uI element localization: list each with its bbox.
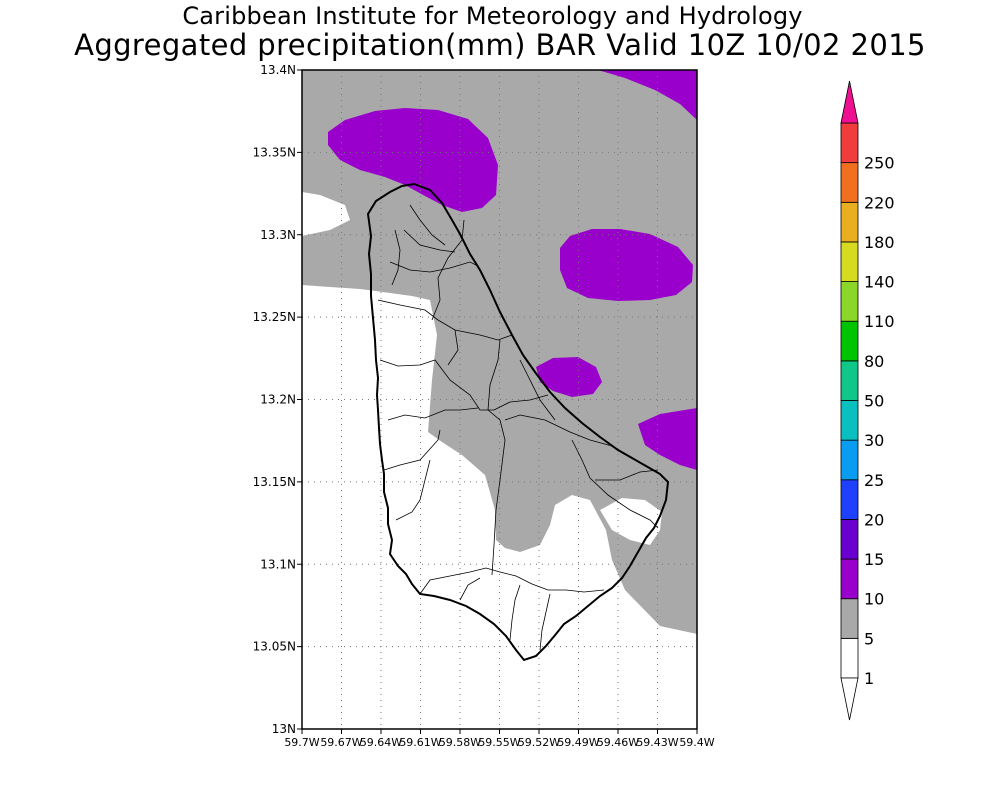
longitude-axis: 59.7W 59.67W59.64W59.61W59.58W59.55W59.52… <box>284 729 715 749</box>
lon-tick-label: 59.67W <box>320 736 362 749</box>
colorbar-swatch <box>840 637 859 679</box>
colorbar-swatch <box>840 598 859 639</box>
colorbar-label: 10 <box>864 590 884 609</box>
colorbar-label: 25 <box>864 471 884 490</box>
colorbar-swatch <box>840 201 859 243</box>
colorbar-label: 1 <box>864 669 874 688</box>
colorbar-swatch <box>840 439 859 481</box>
colorbar-label: 5 <box>864 629 874 648</box>
lat-tick-label: 13.2N <box>260 393 296 407</box>
colorbar-swatch <box>840 241 859 282</box>
lat-tick-label: 13.15N <box>253 475 296 489</box>
colorbar-swatch <box>840 162 859 203</box>
lon-tick-label: 59.58W <box>439 736 481 749</box>
lat-tick-label: 13.35N <box>253 145 296 159</box>
colorbar-swatch <box>840 281 859 322</box>
title-line-2: Aggregated precipitation(mm) BAR Valid 1… <box>74 28 926 62</box>
colorbar-swatch <box>840 320 859 362</box>
colorbar-swatch <box>840 558 859 600</box>
lat-tick-label: 13.25N <box>253 310 296 324</box>
colorbar-label: 140 <box>864 273 895 292</box>
colorbar-top-arrow <box>840 80 859 124</box>
colorbar-label: 15 <box>864 550 884 569</box>
precip-area-5-10mm <box>328 108 498 212</box>
internal-boundaries <box>377 204 659 651</box>
colorbar-swatch <box>840 519 859 560</box>
lon-tick-label: 59.49W <box>557 736 599 749</box>
colorbar-swatch <box>840 479 859 520</box>
lon-tick-label: 59.43W <box>636 736 678 749</box>
colorbar-label: 50 <box>864 392 884 411</box>
colorbar-swatch <box>840 360 859 401</box>
colorbar-label: 180 <box>864 233 895 252</box>
barbados-coastline <box>366 182 670 662</box>
lon-tick-label: 59.64W <box>360 736 402 749</box>
colorbar-label: 20 <box>864 510 884 529</box>
lon-tick-label: 59.52W <box>518 736 560 749</box>
lon-tick-label: 59.55W <box>478 736 520 749</box>
colorbar-bottom-arrow <box>840 677 859 721</box>
lat-tick-label: 13.4N <box>260 63 296 77</box>
colorbar-label: 220 <box>864 193 895 212</box>
colorbar-label: 110 <box>864 312 895 331</box>
lat-tick-label: 13.05N <box>253 640 296 654</box>
lat-tick-label: 13.3N <box>260 228 296 242</box>
lon-tick-label: 59.46W <box>597 736 639 749</box>
lat-tick-label: 13N <box>272 722 296 736</box>
colorbar-swatch <box>840 122 859 164</box>
colorbar-label: 80 <box>864 352 884 371</box>
lon-tick-label: 59.61W <box>399 736 441 749</box>
colorbar-swatch <box>840 400 859 441</box>
lat-tick-label: 13.1N <box>260 557 296 571</box>
lon-tick-label: 59.7W <box>284 736 319 749</box>
title-line-1: Caribbean Institute for Meteorology and … <box>182 2 803 30</box>
lon-tick-label: 59.4W <box>679 736 714 749</box>
colorbar-label: 30 <box>864 431 884 450</box>
colorbar-label: 250 <box>864 154 895 173</box>
latitude-axis: 13.4N 13.35N 13.3N 13.25N 13.2N 13.15N 13.1N 13… <box>253 63 302 736</box>
